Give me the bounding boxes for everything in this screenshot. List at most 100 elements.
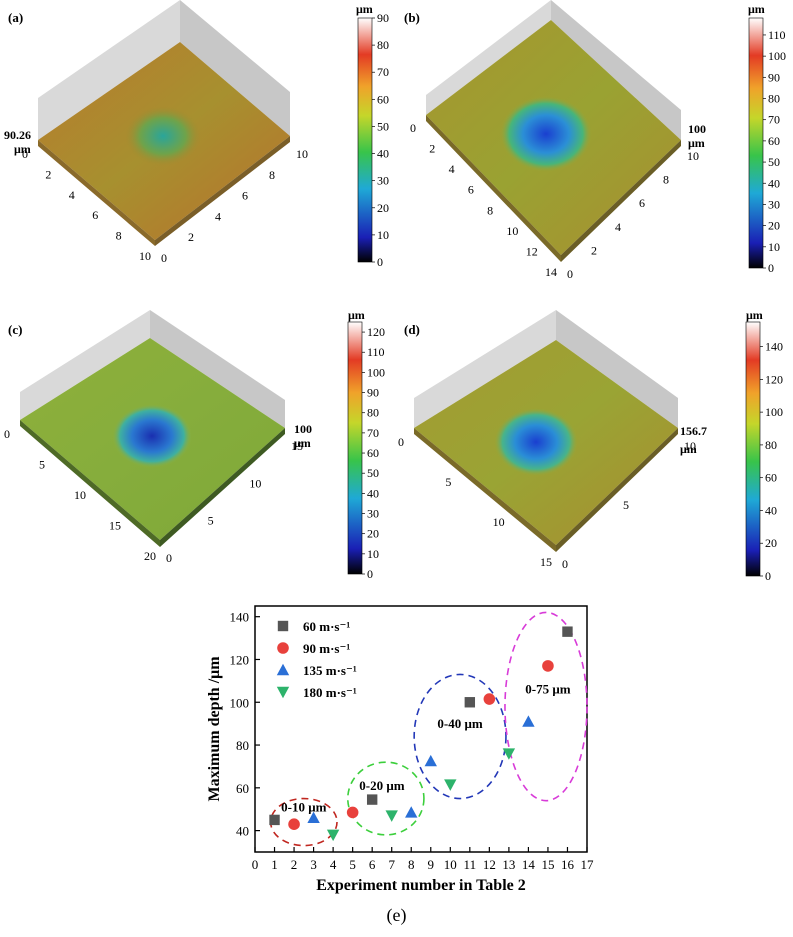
axis-tick-label: 10 bbox=[74, 488, 86, 502]
x-tick-label: 16 bbox=[561, 857, 575, 872]
x-tick-label: 4 bbox=[330, 857, 337, 872]
panel-label: (b) bbox=[404, 10, 420, 25]
axis-tick-label: 0 bbox=[410, 121, 416, 135]
axis-tick-label: 8 bbox=[269, 168, 275, 182]
colorbar-tick-label: 60 bbox=[765, 471, 777, 485]
data-point bbox=[424, 754, 437, 767]
legend-marker bbox=[276, 663, 290, 676]
axis-tick-label: 0 bbox=[4, 427, 10, 441]
colorbar-tick-label: 80 bbox=[377, 38, 389, 52]
axis-tick-label: 12 bbox=[526, 244, 538, 258]
data-point bbox=[444, 779, 457, 791]
colorbar-tick-label: 110 bbox=[768, 28, 786, 42]
colorbar-tick-label: 80 bbox=[367, 406, 379, 420]
axis-tick-label: 4 bbox=[215, 209, 221, 223]
x-tick-label: 5 bbox=[349, 857, 356, 872]
y-axis-label: Maximum depth /μm bbox=[206, 656, 223, 802]
axis-tick-label: 2 bbox=[45, 167, 51, 181]
legend-marker bbox=[277, 620, 289, 632]
axis-tick-label: 5 bbox=[39, 458, 45, 472]
legend-label: 135 m·s⁻¹ bbox=[303, 663, 357, 678]
data-point bbox=[502, 748, 516, 760]
colorbar-tick-label: 0 bbox=[377, 255, 383, 269]
colorbar-tick-label: 30 bbox=[768, 197, 780, 211]
colorbar-tick-label: 30 bbox=[367, 507, 379, 521]
colorbar-tick-label: 40 bbox=[765, 503, 777, 517]
crater bbox=[112, 404, 192, 468]
x-tick-label: 0 bbox=[252, 857, 259, 872]
colorbar-tick-label: 40 bbox=[768, 176, 780, 190]
colorbar-tick-label: 10 bbox=[768, 240, 780, 254]
colorbar-tick-label: 100 bbox=[768, 49, 786, 63]
axis-tick-label: 4 bbox=[449, 162, 455, 176]
axis-tick-label: 10 bbox=[296, 147, 308, 161]
axis-tick-label: 5 bbox=[623, 498, 629, 512]
colorbar-tick-label: 60 bbox=[768, 134, 780, 148]
axis-tick-label: 8 bbox=[116, 229, 122, 243]
colorbar-tick-label: 140 bbox=[765, 340, 783, 354]
data-point bbox=[385, 810, 398, 822]
group-annotation: 0-75 μm bbox=[525, 682, 570, 697]
surface-plot-a: 0 10 20 30 40 50 60 70 80 90 0 2 4 6 8 10 0 2 4 6 8 10 bbox=[22, 0, 389, 269]
y-tick-label: 60 bbox=[236, 781, 249, 796]
axis-tick-label: 14 bbox=[545, 265, 557, 279]
data-point bbox=[269, 814, 280, 826]
axis-tick-label: 10 bbox=[493, 515, 505, 529]
axis-tick-label: 4 bbox=[615, 220, 621, 234]
axis-tick-label: 8 bbox=[487, 203, 493, 217]
data-point bbox=[366, 794, 378, 805]
axis-tick-label: 15 bbox=[540, 555, 552, 569]
z-top-unit: μm bbox=[294, 436, 311, 450]
x-tick-label: 11 bbox=[464, 857, 477, 872]
axis-tick-label: 6 bbox=[242, 189, 248, 203]
z-top-value: 90.26 bbox=[4, 128, 31, 142]
axis-tick-label: 2 bbox=[591, 243, 597, 257]
z-top-unit: μm bbox=[680, 442, 697, 456]
data-point bbox=[346, 806, 359, 819]
colorbar-tick-label: 0 bbox=[768, 261, 774, 275]
plot-frame bbox=[254, 605, 588, 853]
x-tick-label: 9 bbox=[428, 857, 435, 872]
x-tick-label: 17 bbox=[581, 857, 595, 872]
colorbar-ticks: 0 10 20 30 40 50 60 70 80 90 bbox=[372, 11, 389, 269]
colorbar-tick-label: 20 bbox=[367, 527, 379, 541]
colorbar-tick-label: 90 bbox=[377, 11, 389, 25]
colorbar-tick-label: 10 bbox=[377, 228, 389, 242]
axis-tick-label: 4 bbox=[69, 188, 75, 202]
colorbar-tick-label: 20 bbox=[768, 219, 780, 233]
axis-tick-label: 2 bbox=[429, 142, 435, 156]
group-annotation: 0-40 μm bbox=[437, 716, 482, 731]
axis-tick-label: 5 bbox=[208, 514, 214, 528]
axis-tick-label: 6 bbox=[468, 183, 474, 197]
x-axis-label: Experiment number in Table 2 bbox=[316, 877, 526, 894]
figure-label-e: (e) bbox=[386, 905, 407, 925]
axis-tick-label: 2 bbox=[188, 230, 194, 244]
panel-d: (d) 0 20 40 60 80 100 120 140 0 5 10 15 0 5 10 μm 156… bbox=[396, 300, 793, 590]
data-point bbox=[542, 660, 554, 672]
axis-tick-label: 10 bbox=[684, 439, 696, 453]
colorbar bbox=[357, 17, 373, 263]
axis-tick-label: 0 bbox=[398, 435, 404, 449]
legend-label: 60 m·s⁻¹ bbox=[303, 619, 350, 634]
colorbar-tick-label: 70 bbox=[377, 65, 389, 79]
axis-tick-label: 20 bbox=[144, 549, 156, 563]
x-tick-label: 6 bbox=[369, 857, 376, 872]
axis-tick-label: 0 bbox=[567, 267, 573, 281]
axis-tick-label: 10 bbox=[687, 149, 699, 163]
x-tick-label: 7 bbox=[388, 857, 395, 872]
x-tick-label: 13 bbox=[502, 857, 515, 872]
panel-label: (a) bbox=[8, 10, 24, 25]
data-point bbox=[288, 818, 300, 830]
colorbar-tick-label: 40 bbox=[367, 486, 379, 500]
data-point bbox=[326, 829, 340, 842]
y-tick-label: 120 bbox=[230, 652, 250, 667]
colorbar-tick-label: 30 bbox=[377, 174, 389, 188]
x-tick-label: 8 bbox=[408, 857, 415, 872]
data-point bbox=[464, 697, 476, 708]
colorbar-unit: μm bbox=[356, 2, 373, 16]
colorbar-unit: μm bbox=[348, 308, 365, 322]
colorbar-tick-label: 90 bbox=[367, 386, 379, 400]
colorbar-tick-label: 50 bbox=[367, 466, 379, 480]
colorbar-tick-label: 70 bbox=[768, 113, 780, 127]
